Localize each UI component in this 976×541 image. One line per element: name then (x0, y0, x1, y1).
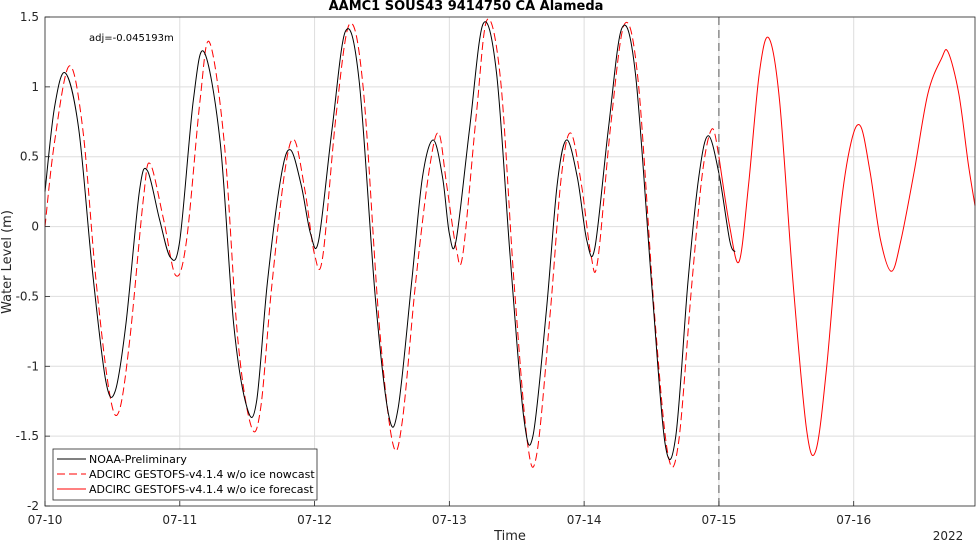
chart-title: AAMC1 SOUS43 9414750 CA Alameda (329, 0, 604, 14)
year-label: 2022 (933, 529, 964, 541)
legend-label-noaa: NOAA-Preliminary (89, 453, 187, 466)
x-tick-label: 07-15 (701, 513, 736, 527)
x-tick-label: 07-16 (836, 513, 871, 527)
x-tick-label: 07-12 (297, 513, 332, 527)
x-tick-label: 07-13 (432, 513, 467, 527)
y-tick-label: 1 (31, 80, 39, 94)
adjustment-annotation: adj=-0.045193m (89, 33, 174, 44)
legend-box (52, 448, 318, 501)
legend: NOAA-Preliminary ADCIRC GESTOFS-v4.1.4 w… (52, 448, 318, 501)
x-tick-label: 07-14 (567, 513, 602, 527)
y-tick-label: 0 (31, 220, 39, 234)
legend-label-nowcast: ADCIRC GESTOFS-v4.1.4 w/o ice nowcast (89, 468, 315, 481)
x-tick-label: 07-11 (162, 513, 197, 527)
series-line-nowcast (44, 18, 720, 468)
y-tick-label: -0.5 (16, 289, 39, 303)
x-axis-label: Time (493, 529, 526, 541)
y-tick-label: -1 (27, 359, 39, 373)
plot-frame (44, 16, 976, 507)
y-tick-label: 1.5 (20, 10, 39, 24)
axis-ticks: 07-10 07-11 07-12 07-13 07-14 07-15 07-16 -2 -1.… (16, 10, 872, 527)
y-tick-label: 0.5 (20, 150, 39, 164)
x-tick-label: 07-10 (28, 513, 63, 527)
y-axis-label: Water Level (m) (0, 210, 15, 314)
series-line-noaa-preliminary (44, 21, 736, 460)
y-tick-label: -2 (27, 499, 39, 513)
series-lines (44, 18, 976, 468)
series-line-forecast (718, 36, 976, 456)
y-tick-label: -1.5 (16, 429, 39, 443)
legend-label-forecast: ADCIRC GESTOFS-v4.1.4 w/o ice forecast (89, 483, 314, 496)
